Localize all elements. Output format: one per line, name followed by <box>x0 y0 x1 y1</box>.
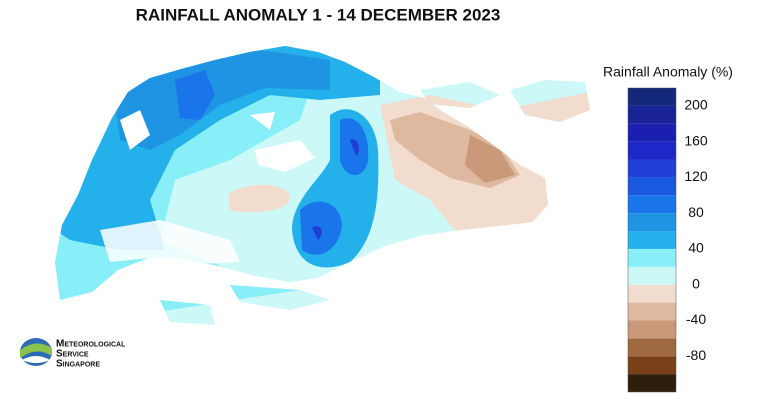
colorbar-tick-label: 160 <box>684 132 708 148</box>
colorbar-tick-label: 200 <box>684 97 708 113</box>
colorbar-bin <box>628 213 676 232</box>
colorbar-bin <box>628 231 676 249</box>
colorbar-bin <box>628 105 676 124</box>
colorbar-label: Rainfall Anomaly (%) <box>603 64 733 80</box>
colorbar-tick-label: 80 <box>688 204 704 220</box>
logo-text: Meteorological <box>56 339 126 350</box>
colorbar: -80 -40 0 40 80 120 160 200 <box>627 87 708 393</box>
colorbar-frame <box>627 87 677 393</box>
colorbar-bin <box>628 266 676 285</box>
logo-text: Service <box>56 349 89 360</box>
colorbar-bin <box>628 374 676 392</box>
colorbar-tick-label: -80 <box>686 347 706 363</box>
colorbar-tick-label: 120 <box>684 168 708 184</box>
msss-logo: Meteorological Service Singapore <box>20 338 126 370</box>
map-title: RAINFALL ANOMALY 1 - 14 DECEMBER 2023 <box>136 5 501 24</box>
colorbar-bin <box>628 141 676 160</box>
colorbar-bin <box>628 123 676 142</box>
anomaly-map <box>55 46 590 325</box>
colorbar-tick-label: 40 <box>688 240 704 256</box>
colorbar-bin <box>628 356 676 375</box>
logo-text: Singapore <box>56 359 100 370</box>
colorbar-bin <box>628 248 676 267</box>
colorbar-bin <box>628 284 676 303</box>
colorbar-bin <box>628 338 676 357</box>
colorbar-bin <box>628 302 676 321</box>
colorbar-tick-label: 0 <box>692 275 700 291</box>
colorbar-bin <box>628 195 676 214</box>
colorbar-bin <box>628 159 676 178</box>
colorbar-bin <box>628 320 676 339</box>
colorbar-bin <box>628 88 676 106</box>
colorbar-tick-label: -40 <box>686 311 706 327</box>
colorbar-bin <box>628 177 676 196</box>
